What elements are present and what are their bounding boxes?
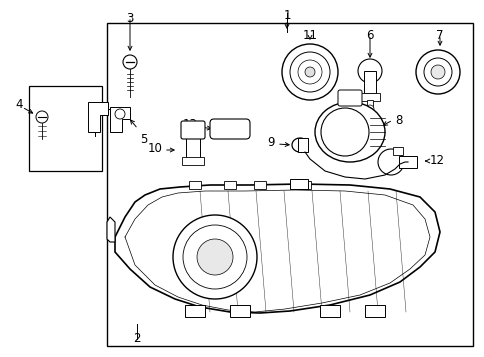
Circle shape bbox=[115, 109, 125, 119]
Text: 11: 11 bbox=[302, 29, 317, 42]
Circle shape bbox=[182, 225, 246, 289]
Bar bbox=[289, 179, 307, 189]
Bar bbox=[359, 93, 379, 101]
Text: 1: 1 bbox=[283, 9, 290, 22]
Bar bbox=[224, 181, 236, 189]
Text: 4: 4 bbox=[15, 99, 22, 111]
Bar bbox=[297, 138, 307, 152]
Polygon shape bbox=[110, 107, 130, 132]
Bar bbox=[186, 131, 199, 159]
Bar bbox=[364, 305, 384, 317]
Circle shape bbox=[365, 105, 373, 113]
Circle shape bbox=[36, 111, 48, 123]
Bar bbox=[29, 86, 102, 171]
Circle shape bbox=[289, 52, 329, 92]
Circle shape bbox=[357, 59, 381, 83]
Circle shape bbox=[423, 58, 451, 86]
Bar bbox=[319, 305, 339, 317]
Bar bbox=[392, 147, 402, 155]
Circle shape bbox=[281, 44, 337, 100]
FancyBboxPatch shape bbox=[181, 121, 205, 139]
Text: 2: 2 bbox=[133, 332, 140, 345]
Circle shape bbox=[320, 108, 368, 156]
Bar bbox=[366, 100, 372, 109]
Circle shape bbox=[415, 50, 459, 94]
Bar bbox=[254, 181, 265, 189]
Bar bbox=[398, 156, 416, 168]
Circle shape bbox=[123, 55, 136, 69]
Text: 10: 10 bbox=[148, 142, 163, 156]
Text: 5: 5 bbox=[140, 133, 147, 146]
Bar bbox=[106, 23, 472, 346]
Polygon shape bbox=[115, 184, 439, 313]
Polygon shape bbox=[88, 102, 108, 132]
Circle shape bbox=[377, 149, 403, 175]
Bar bbox=[229, 305, 249, 317]
Polygon shape bbox=[107, 217, 115, 242]
FancyBboxPatch shape bbox=[337, 90, 361, 106]
Bar bbox=[189, 181, 200, 189]
Circle shape bbox=[173, 215, 257, 299]
Bar bbox=[184, 305, 205, 317]
Text: 3: 3 bbox=[126, 12, 134, 25]
Bar bbox=[182, 157, 204, 165]
Circle shape bbox=[197, 239, 232, 275]
Bar bbox=[363, 71, 375, 93]
Text: 6: 6 bbox=[365, 29, 373, 42]
Ellipse shape bbox=[314, 102, 384, 162]
Text: 9: 9 bbox=[267, 136, 274, 149]
Text: 7: 7 bbox=[435, 29, 443, 42]
Text: 8: 8 bbox=[394, 114, 402, 126]
Circle shape bbox=[297, 60, 321, 84]
Bar bbox=[298, 181, 310, 189]
Circle shape bbox=[304, 67, 314, 77]
Circle shape bbox=[430, 65, 444, 79]
FancyBboxPatch shape bbox=[210, 119, 249, 139]
Text: 12: 12 bbox=[429, 155, 444, 167]
Text: 13: 13 bbox=[183, 119, 197, 131]
